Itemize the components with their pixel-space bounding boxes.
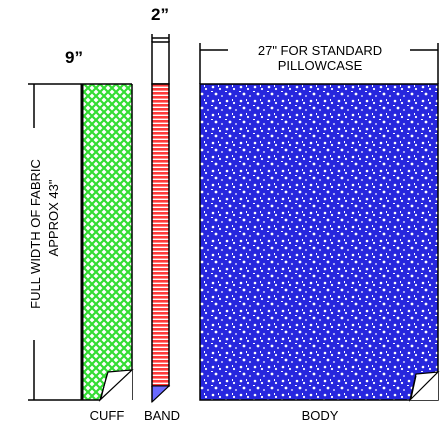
band-width-dimension bbox=[151, 34, 170, 42]
band-width-label: 2” bbox=[151, 5, 169, 24]
band-strip bbox=[151, 41, 171, 404]
body-width-label-line1: 27" FOR STANDARD bbox=[258, 43, 382, 58]
body-panel bbox=[199, 83, 440, 402]
fabric-length-dimension bbox=[28, 83, 82, 401]
cuff-width-label: 9” bbox=[65, 48, 83, 67]
band-caption: BAND bbox=[144, 408, 180, 423]
body-width-dimension bbox=[199, 43, 439, 84]
cuff-panel bbox=[80, 83, 134, 402]
fabric-width-label-line1: FULL WIDTH OF FABRIC bbox=[28, 159, 43, 309]
body-width-label-line2: PILLOWCASE bbox=[278, 58, 363, 73]
fabric-width-label-line2: APPROX 43" bbox=[46, 179, 61, 256]
body-caption: BODY bbox=[302, 408, 339, 423]
cuff-caption: CUFF bbox=[90, 408, 125, 423]
